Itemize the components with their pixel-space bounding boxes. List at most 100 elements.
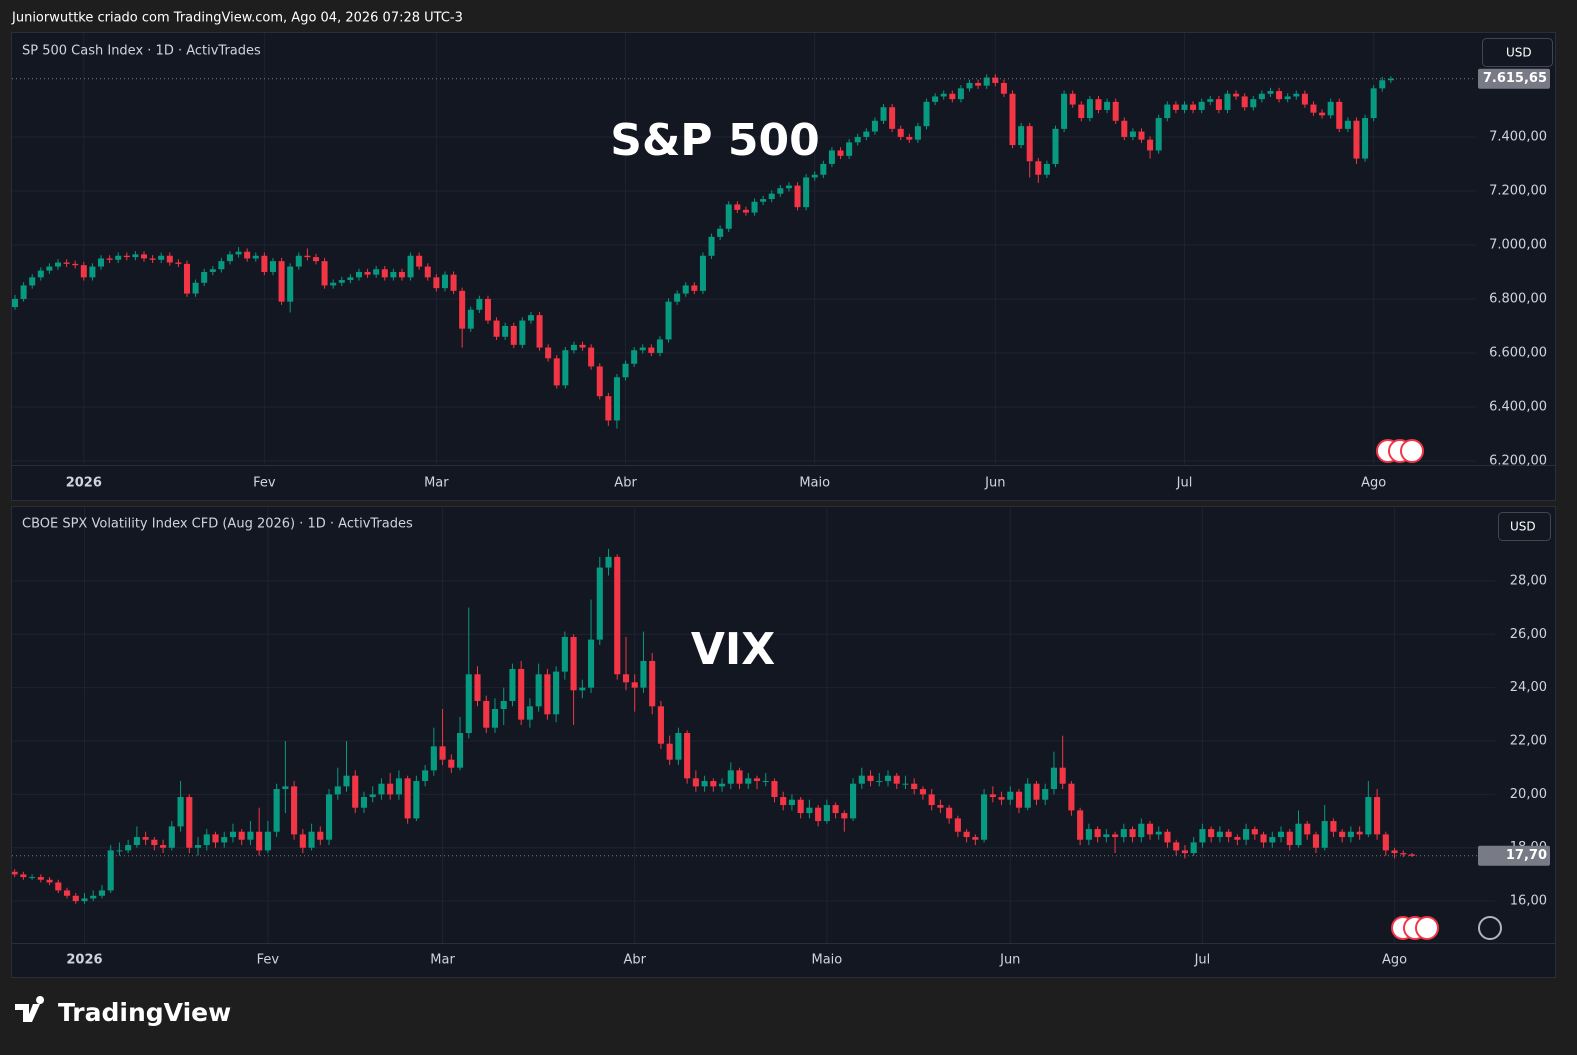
- candle-body: [1147, 139, 1154, 151]
- candle-body: [675, 733, 682, 760]
- candle-body: [186, 797, 193, 848]
- logo: [15, 996, 45, 1022]
- last-price-box: [1478, 68, 1550, 89]
- x-tick-label: Ago: [1361, 476, 1386, 491]
- candle-body: [1007, 791, 1014, 800]
- currency-label[interactable]: USD: [1510, 520, 1536, 534]
- candle-body: [261, 255, 268, 272]
- candle-body: [1374, 797, 1381, 835]
- candle-body: [1094, 829, 1101, 838]
- candle-body: [932, 96, 939, 102]
- candle-body: [1000, 82, 1007, 94]
- candle-body: [116, 850, 123, 852]
- currency-label[interactable]: USD: [1506, 46, 1532, 60]
- y-tick-label: 26,00: [1510, 627, 1547, 642]
- candle-body: [1276, 91, 1283, 100]
- candle-body: [142, 837, 149, 840]
- candle-body: [788, 799, 795, 806]
- candle-body: [1295, 823, 1302, 846]
- candle-body: [742, 209, 749, 213]
- candle-body: [192, 282, 199, 294]
- candle-body: [201, 271, 208, 283]
- candle-body: [665, 301, 672, 340]
- candle-body: [1312, 834, 1320, 848]
- last-price-label: 17,70: [1506, 848, 1547, 863]
- candle-body: [1370, 88, 1377, 119]
- candle-body: [949, 93, 956, 100]
- candle-body: [794, 185, 801, 208]
- candle-body: [579, 344, 586, 348]
- candle-body: [797, 799, 804, 814]
- candle-body: [1173, 842, 1180, 851]
- y-tick-label: 20,00: [1510, 787, 1547, 802]
- candle-body: [355, 271, 362, 278]
- candle-body: [1077, 810, 1084, 840]
- candle-body: [992, 77, 999, 83]
- candle-body: [1330, 821, 1337, 832]
- candle-body: [762, 781, 769, 783]
- candle-body: [1112, 101, 1119, 121]
- candle-body: [570, 344, 577, 351]
- candle-body: [1321, 821, 1328, 848]
- candle-body: [1181, 850, 1189, 854]
- candle-body: [1327, 101, 1334, 116]
- currency-button[interactable]: [1482, 38, 1553, 67]
- currency-button[interactable]: [1498, 512, 1551, 541]
- candle-body: [940, 93, 947, 97]
- candle-body: [1146, 823, 1154, 835]
- candle-body: [1129, 131, 1136, 137]
- candle-body: [459, 290, 466, 329]
- x-tick-label: Fev: [257, 953, 280, 968]
- candle-body: [745, 778, 752, 784]
- candle-body: [54, 262, 62, 267]
- candle-body: [238, 831, 245, 840]
- candle-body: [1155, 831, 1162, 835]
- pane-title: CBOE SPX Volatility Index CFD (Aug 2026)…: [22, 517, 413, 532]
- candle-body: [605, 396, 612, 421]
- candle-body: [561, 636, 568, 672]
- candle-body: [175, 262, 182, 264]
- candle-body: [321, 261, 328, 286]
- candle-body: [269, 261, 276, 272]
- candle-body: [966, 82, 973, 89]
- x-tick-label: Jun: [984, 476, 1005, 491]
- candle-body: [433, 277, 440, 289]
- candle-body: [906, 136, 913, 140]
- annotation: VIX: [691, 624, 775, 675]
- candle-body: [1033, 783, 1040, 800]
- candle-body: [854, 136, 861, 143]
- candle-body: [666, 743, 673, 760]
- candle-body: [465, 674, 472, 734]
- candle-body: [719, 783, 726, 787]
- candle-body: [325, 794, 333, 840]
- candle-body: [622, 674, 630, 683]
- candle-body: [902, 783, 909, 785]
- candle-body: [846, 142, 853, 156]
- candle-body: [12, 298, 19, 308]
- candle-body: [1379, 80, 1386, 89]
- candle-body: [37, 877, 44, 880]
- candle-body: [981, 794, 988, 840]
- candle-body: [832, 805, 839, 814]
- x-tick-label: Maio: [799, 476, 830, 491]
- candle-body: [317, 831, 324, 840]
- y-tick-label: 24,00: [1510, 680, 1547, 695]
- candle-body: [395, 778, 402, 795]
- candle-body: [1293, 93, 1300, 97]
- candle-body: [613, 377, 620, 421]
- candle-body: [299, 834, 306, 848]
- x-tick-label: Jun: [999, 953, 1020, 968]
- x-tick-label: Abr: [623, 953, 646, 968]
- candle-body: [815, 807, 822, 822]
- candle-body: [483, 700, 490, 728]
- event-icons: [1376, 439, 1502, 940]
- candle-body: [1112, 834, 1119, 838]
- candle-body: [20, 285, 27, 299]
- candle-body: [518, 668, 525, 720]
- candle-body: [343, 775, 350, 787]
- last-price-label: 7.615,65: [1483, 71, 1547, 86]
- candle-body: [46, 879, 53, 883]
- candle-body: [390, 271, 397, 278]
- candle-body: [1365, 797, 1372, 835]
